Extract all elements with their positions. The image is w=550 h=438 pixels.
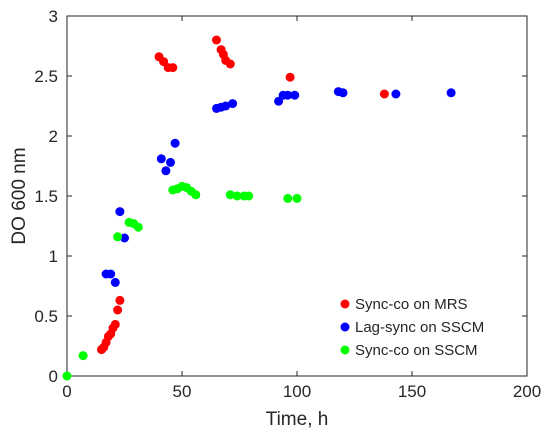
data-point — [161, 166, 171, 176]
data-point — [191, 190, 201, 200]
data-point — [225, 190, 235, 200]
data-point — [290, 90, 300, 100]
x-tick-label: 50 — [173, 382, 192, 401]
x-tick-label: 100 — [283, 382, 311, 401]
data-point — [170, 138, 180, 148]
x-tick-label: 150 — [398, 382, 426, 401]
data-point — [78, 351, 88, 361]
legend-item-lag-sync-sscm: Lag-sync on SSCM — [340, 319, 484, 336]
data-point — [113, 305, 123, 315]
y-tick-label: 2.5 — [34, 67, 58, 86]
y-tick-label: 0 — [49, 367, 58, 386]
data-point — [292, 193, 302, 203]
data-point — [110, 277, 120, 287]
y-tick-label: 1 — [49, 247, 58, 266]
data-point — [110, 319, 120, 329]
data-point — [228, 99, 238, 109]
data-point — [115, 207, 125, 217]
series-lag-sync-on-sscm — [101, 87, 456, 287]
data-point — [106, 269, 116, 279]
series-sync-co-on-mrs — [97, 35, 389, 355]
data-point — [166, 157, 175, 167]
data-point — [446, 88, 456, 98]
data-point — [212, 35, 221, 45]
legend-label-sync-co-sscm: Sync-co on SSCM — [355, 342, 478, 359]
data-point — [244, 191, 254, 201]
legend-marker-lag-sync-sscm — [340, 322, 350, 332]
data-point — [221, 101, 231, 111]
data-points — [62, 35, 456, 381]
data-point — [113, 232, 123, 242]
data-point — [115, 295, 125, 305]
y-tick-label: 1.5 — [34, 187, 58, 206]
tick-marks: 0 50 100 150 200 0 0.5 1 1.5 2 2.5 3 — [34, 7, 541, 401]
data-point — [62, 371, 72, 381]
series-sync-co-on-sscm — [62, 181, 302, 381]
data-point — [225, 59, 235, 69]
data-point — [168, 63, 178, 73]
data-point — [120, 233, 129, 243]
x-tick-label: 200 — [513, 382, 541, 401]
legend-marker-sync-co-sscm — [340, 345, 350, 355]
data-point — [283, 193, 293, 203]
x-tick-label: 0 — [62, 382, 71, 401]
data-point — [232, 191, 242, 201]
legend: Sync-co on MRS Lag-sync on SSCM Sync-co … — [328, 288, 514, 366]
y-tick-label: 3 — [49, 7, 58, 26]
data-point — [133, 222, 143, 232]
axis-labels: Time, h DO 600 nm — [9, 147, 328, 430]
y-axis-label: DO 600 nm — [9, 147, 30, 244]
legend-item-sync-co-sscm: Sync-co on SSCM — [340, 342, 478, 359]
y-tick-label: 2 — [49, 127, 58, 146]
data-point — [391, 89, 401, 99]
legend-box — [328, 288, 514, 366]
data-point — [156, 154, 166, 164]
x-axis-label: Time, h — [266, 409, 329, 430]
legend-item-sync-co-mrs: Sync-co on MRS — [340, 296, 468, 313]
y-tick-label: 0.5 — [34, 307, 58, 326]
data-point — [285, 72, 295, 82]
data-point — [283, 90, 293, 100]
legend-label-lag-sync-sscm: Lag-sync on SSCM — [355, 319, 484, 336]
legend-marker-sync-co-mrs — [340, 299, 350, 309]
data-point — [379, 89, 389, 99]
data-point — [338, 88, 348, 98]
legend-label-sync-co-mrs: Sync-co on MRS — [355, 296, 468, 313]
